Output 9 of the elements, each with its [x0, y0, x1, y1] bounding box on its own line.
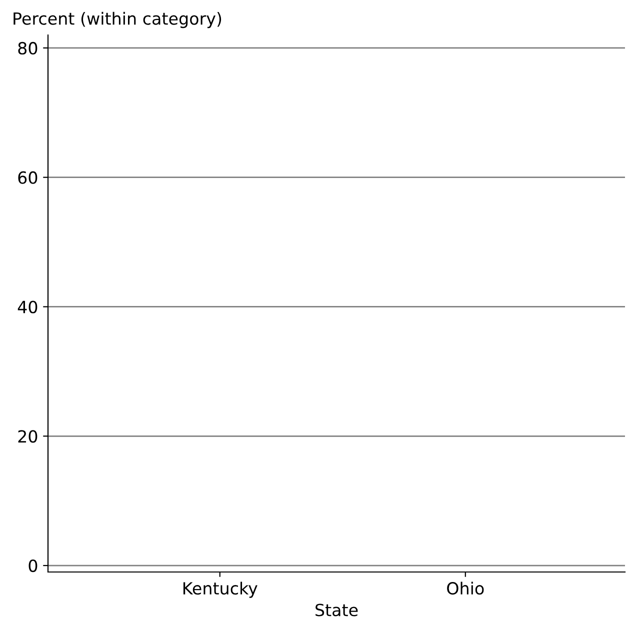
y-tick-label: 60 [18, 171, 38, 184]
y-tick-label: 0 [28, 559, 38, 572]
y-tick-label: 40 [18, 300, 38, 314]
x-tick-label: Ohio [447, 582, 484, 595]
y-tick-label: 20 [18, 430, 38, 443]
x-axis-title: State [316, 604, 358, 616]
y-axis-title: Percent (within category) [14, 12, 222, 28]
y-tick-label: 80 [18, 42, 38, 55]
x-tick-label: Kentucky [183, 582, 258, 598]
